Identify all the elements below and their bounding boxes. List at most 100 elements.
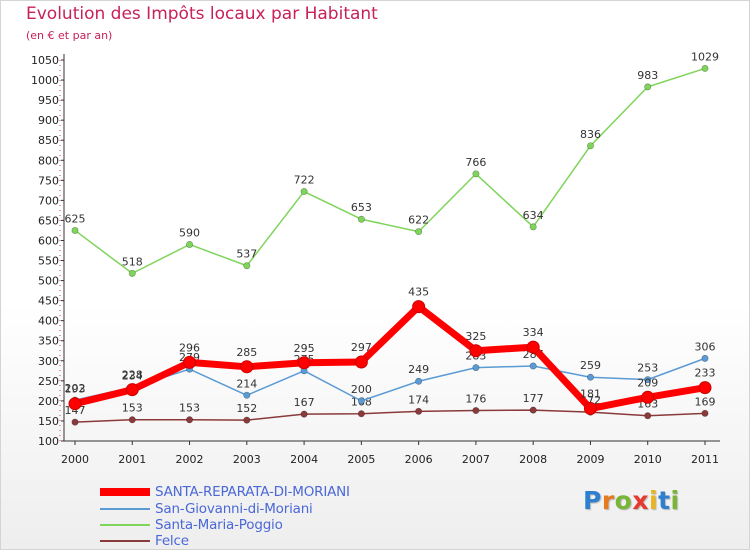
data-point-felce [415, 407, 423, 415]
x-tick-label: 2007 [462, 453, 490, 466]
data-point-santa-maria-poggio [128, 269, 136, 277]
data-label-santa-maria-poggio: 537 [236, 248, 257, 261]
data-point-santa-maria-poggio [529, 223, 537, 231]
series-line-santa-reparata-di-moriani [71, 303, 709, 413]
data-label-felce: 169 [695, 395, 716, 408]
data-label-santa-reparata-di-moriani: 297 [351, 341, 372, 354]
x-tick-label: 2010 [634, 453, 662, 466]
x-tick-label: 2001 [118, 453, 146, 466]
x-tick-label: 2000 [61, 453, 89, 466]
data-point-santa-maria-poggio [701, 64, 709, 72]
data-label-santa-reparata-di-moriani: 295 [294, 342, 315, 355]
data-point-santa-maria-poggio [415, 228, 423, 236]
data-label-santa-maria-poggio: 653 [351, 201, 372, 214]
data-point-san-giovanni-di-moriani [529, 362, 537, 370]
data-label-santa-maria-poggio: 766 [465, 156, 486, 169]
data-point-san-giovanni-di-moriani [701, 354, 709, 362]
data-label-santa-maria-poggio: 983 [637, 69, 658, 82]
legend-label-san-giovanni: San-Giovanni-di-Moriani [155, 501, 313, 517]
y-tick-label: 600 [38, 234, 59, 247]
logo-letter: i [649, 486, 659, 515]
data-label-santa-reparata-di-moriani: 334 [523, 326, 544, 339]
data-label-santa-reparata-di-moriani: 209 [637, 376, 658, 389]
series-line-felce [74, 409, 706, 423]
data-label-san-giovanni-di-moriani: 202 [65, 382, 86, 395]
y-tick-label: 850 [38, 134, 59, 147]
data-label-santa-maria-poggio: 518 [122, 255, 143, 268]
data-point-santa-reparata-di-moriani [583, 402, 597, 416]
data-label-santa-reparata-di-moriani: 325 [465, 330, 486, 343]
series-layer: 6255185905377226536227666348369831029147… [65, 50, 719, 426]
axes: 100 150 200 250 300 350 400 450 500 550 600 650 700 7… [31, 54, 720, 466]
data-label-felce: 177 [523, 392, 544, 405]
data-point-felce [701, 409, 709, 417]
y-tick-label: 700 [38, 194, 59, 207]
data-label-santa-reparata-di-moriani: 181 [580, 388, 601, 401]
y-tick-label: 200 [38, 395, 59, 408]
legend-swatch-santa-maria [100, 524, 150, 526]
legend-swatch-felce [100, 540, 150, 542]
logo-letter: o [614, 486, 633, 515]
data-label-felce: 176 [465, 393, 486, 406]
data-point-santa-maria-poggio [472, 170, 480, 178]
y-tick-label: 100 [38, 435, 59, 448]
data-point-santa-reparata-di-moriani [297, 356, 311, 370]
y-tick-label: 300 [38, 355, 59, 368]
x-tick-label: 2003 [233, 453, 261, 466]
data-point-felce [472, 407, 480, 415]
y-tick-label: 950 [38, 94, 59, 107]
data-point-san-giovanni-di-moriani [586, 373, 594, 381]
data-label-santa-maria-poggio: 722 [294, 174, 315, 187]
data-point-santa-reparata-di-moriani [412, 300, 426, 314]
data-label-felce: 152 [236, 402, 257, 415]
x-tick-label: 2011 [691, 453, 719, 466]
y-tick-label: 500 [38, 275, 59, 288]
data-point-santa-reparata-di-moriani [125, 383, 139, 397]
data-label-felce: 174 [408, 393, 429, 406]
x-tick-label: 2006 [405, 453, 433, 466]
x-tick-label: 2002 [176, 453, 204, 466]
logo-letter: r [601, 486, 615, 515]
data-label-san-giovanni-di-moriani: 253 [637, 362, 658, 375]
data-point-felce [71, 418, 79, 426]
x-tick-label: 2005 [347, 453, 375, 466]
proxiti-logo: Proxiti [583, 486, 680, 515]
logo-letter: P [583, 486, 602, 515]
data-label-san-giovanni-di-moriani: 214 [236, 377, 257, 390]
data-label-santa-maria-poggio: 590 [179, 226, 200, 239]
data-label-felce: 153 [122, 402, 143, 415]
data-point-santa-reparata-di-moriani [526, 340, 540, 354]
legend-swatch-santa-reparata [100, 488, 150, 496]
data-point-santa-maria-poggio [71, 226, 79, 234]
data-point-santa-maria-poggio [243, 262, 251, 270]
y-tick-label: 400 [38, 315, 59, 328]
data-label-santa-reparata-di-moriani: 233 [695, 367, 716, 380]
data-point-santa-reparata-di-moriani [641, 390, 655, 404]
data-point-san-giovanni-di-moriani [644, 376, 652, 384]
data-label-san-giovanni-di-moriani: 200 [351, 383, 372, 396]
y-tick-label: 650 [38, 214, 59, 227]
y-tick-label: 350 [38, 335, 59, 348]
chart-subtitle: (en € et par an) [26, 29, 113, 42]
x-tick-label: 2008 [519, 453, 547, 466]
data-label-santa-maria-poggio: 622 [408, 214, 429, 227]
legend-label-santa-reparata: SANTA-REPARATA-DI-MORIANI [155, 484, 350, 500]
y-tick-label: 1050 [31, 54, 59, 67]
y-tick-label: 450 [38, 295, 59, 308]
data-label-santa-reparata-di-moriani: 435 [408, 286, 429, 299]
data-point-santa-maria-poggio [586, 142, 594, 150]
data-label-santa-maria-poggio: 1029 [691, 50, 719, 63]
data-point-san-giovanni-di-moriani [243, 391, 251, 399]
legend-swatch-san-giovanni [100, 508, 150, 510]
data-point-santa-reparata-di-moriani [698, 381, 712, 395]
data-point-san-giovanni-di-moriani [357, 397, 365, 405]
data-point-santa-reparata-di-moriani [469, 344, 483, 358]
data-label-santa-reparata-di-moriani: 296 [179, 341, 200, 354]
data-label-san-giovanni-di-moriani: 306 [695, 340, 716, 353]
data-label-santa-maria-poggio: 625 [65, 212, 86, 225]
data-label-san-giovanni-di-moriani: 259 [580, 359, 601, 372]
data-label-santa-maria-poggio: 634 [523, 209, 544, 222]
data-label-san-giovanni-di-moriani: 249 [408, 363, 429, 376]
x-tick-label: 2009 [576, 453, 604, 466]
